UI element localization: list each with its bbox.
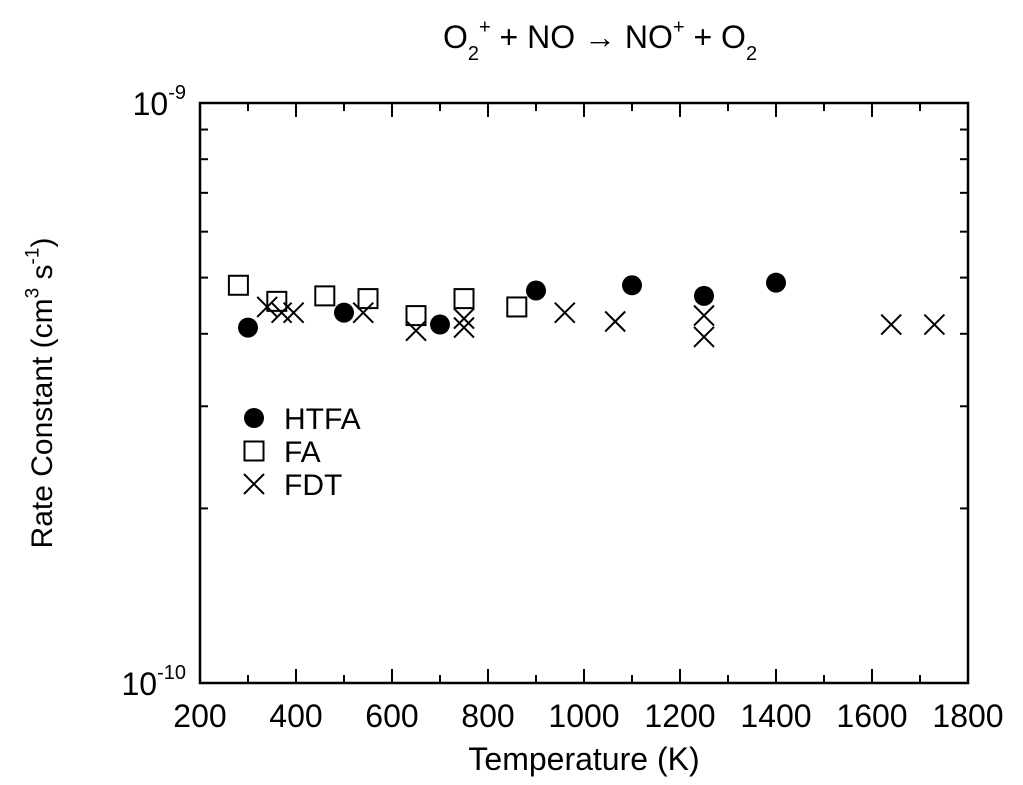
data-point-fdt [693, 326, 715, 348]
data-point-fdt [270, 301, 293, 324]
data-point-htfa [622, 275, 642, 296]
data-point-fdt [604, 310, 626, 333]
data-point-htfa [430, 314, 450, 335]
plot-frame [198, 101, 970, 685]
data-point-fdt [693, 304, 715, 327]
y-ticks [200, 102, 968, 684]
x-tick-label: 1600 [836, 698, 907, 734]
data-points [227, 272, 946, 348]
data-point-fdt [453, 307, 475, 330]
x-tick-label: 1000 [548, 698, 619, 734]
x-tick-label: 200 [173, 698, 226, 734]
data-point-fdt [352, 301, 374, 324]
legend-marker-fdt [243, 473, 265, 495]
x-tick-label: 1200 [644, 698, 715, 734]
chart-title-text: O2+ + NO → NO+ + O2 [443, 17, 757, 66]
data-point-fdt [405, 319, 427, 342]
x-ticks [199, 103, 969, 683]
data-point-fdt [453, 316, 475, 339]
data-point-fa [357, 288, 379, 310]
x-tick-label: 1800 [932, 698, 1003, 734]
y-axis-label: Rate Constant (cm3 s-1) [23, 238, 60, 549]
x-tick-label: 1400 [740, 698, 811, 734]
y-tick-label: 10-9 [133, 82, 186, 122]
data-point-fdt [880, 313, 902, 336]
legend-marker-fa [243, 440, 265, 462]
y-tick-label: 10-10 [122, 662, 187, 702]
data-point-htfa [334, 302, 354, 323]
data-point-htfa [526, 280, 546, 301]
legend-label-fa: FA [284, 436, 321, 469]
data-point-fdt [282, 301, 305, 324]
legend-label-fdt: FDT [284, 469, 342, 502]
data-point-fdt [923, 313, 946, 336]
y-axis-label-text: Rate Constant (cm3 s-1) [23, 238, 60, 549]
data-point-fa [405, 305, 427, 327]
x-tick-label: 600 [365, 698, 418, 734]
data-point-fa [227, 274, 249, 296]
data-point-fa [506, 296, 528, 318]
data-point-fdt [256, 296, 278, 318]
x-tick-labels: 200 400 600 800 1000 1200 1400 1600 1800 [173, 698, 1003, 734]
chart-title: O2+ + NO → NO+ + O2 [443, 17, 757, 66]
legend-marker-htfa [244, 408, 264, 428]
x-tick-label: 800 [461, 698, 514, 734]
x-axis-label: Temperature (K) [468, 741, 699, 777]
data-point-htfa [766, 272, 786, 293]
legend-label-htfa: HTFA [284, 403, 361, 436]
data-point-htfa [238, 317, 258, 338]
data-point-fa [266, 290, 288, 312]
data-point-htfa [694, 285, 714, 306]
x-tick-label: 400 [269, 698, 322, 734]
data-point-fdt [554, 301, 576, 324]
data-point-fa [453, 288, 475, 310]
data-point-fa [314, 285, 336, 307]
y-tick-labels: 10-10 10-9 [122, 82, 187, 702]
